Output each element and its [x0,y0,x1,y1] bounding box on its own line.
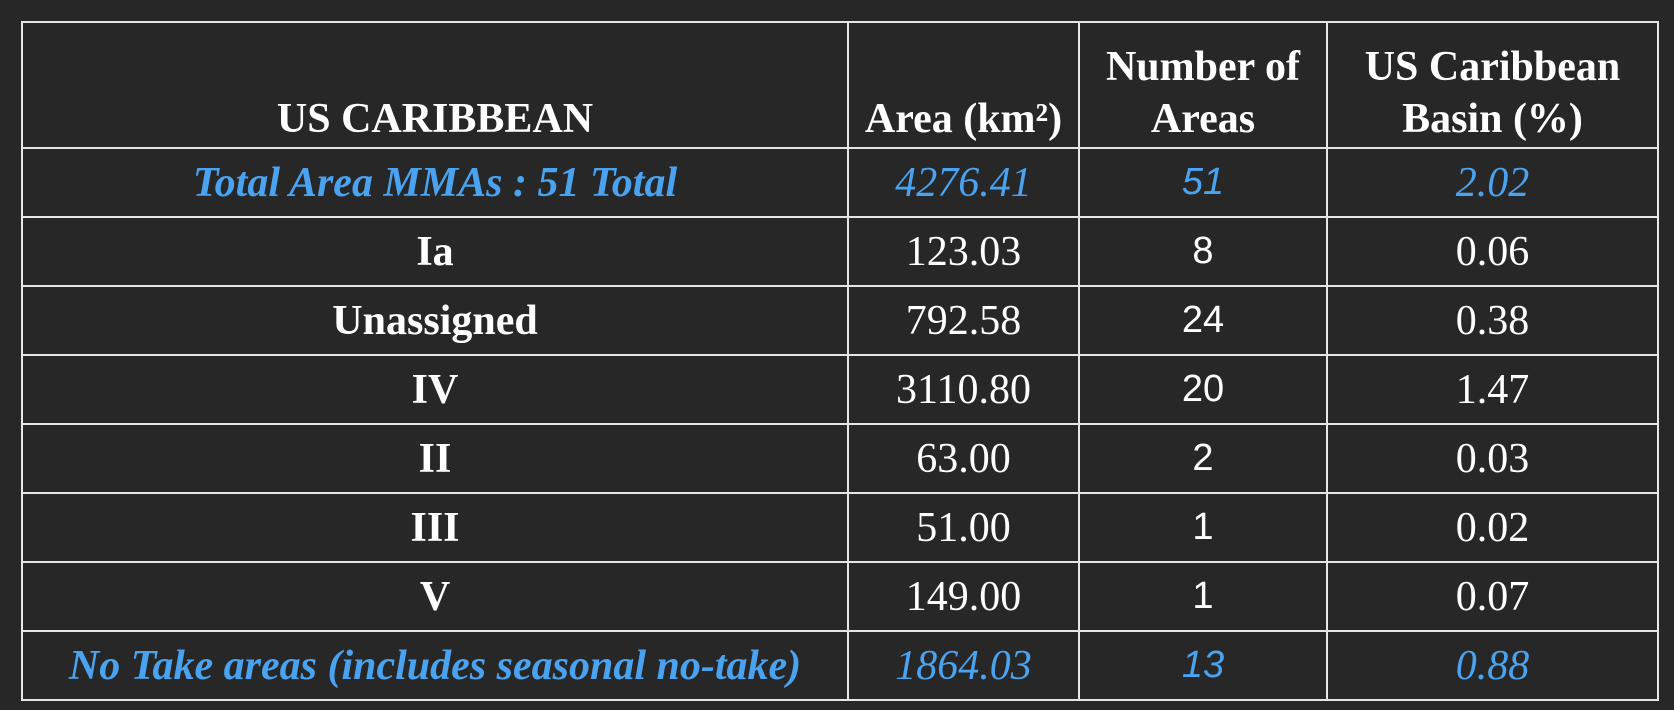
cell: 20 [1078,354,1328,425]
cell: 0.07 [1326,561,1659,632]
cell: 4276.41 [847,147,1080,218]
row-label: III [21,492,849,563]
cell: 51.00 [847,492,1080,563]
cell: 0.02 [1326,492,1659,563]
table-row: V 149.00 1 0.07 [21,561,1659,632]
cell: 2.02 [1326,147,1659,218]
row-label: Total Area MMAs : 51 Total [21,147,849,218]
row-label: V [21,561,849,632]
table-row: IV 3110.80 20 1.47 [21,354,1659,425]
cell: 123.03 [847,216,1080,287]
cell: 1 [1078,492,1328,563]
cell: 1864.03 [847,630,1080,701]
table-row: Unassigned 792.58 24 0.38 [21,285,1659,356]
cell: 0.03 [1326,423,1659,494]
cell: 0.88 [1326,630,1659,701]
table-row: Ia 123.03 8 0.06 [21,216,1659,287]
header-row: US CARIBBEAN Area (km²) Number of Areas US … [21,21,1659,149]
cell: 1 [1078,561,1328,632]
cell: 1.47 [1326,354,1659,425]
cell: 792.58 [847,285,1080,356]
column-header: US Caribbean Basin (%) [1326,21,1659,149]
data-table: US CARIBBEAN Area (km²) Number of Areas US … [21,21,1659,701]
table-row: No Take areas (includes seasonal no-take… [21,630,1659,701]
table-row: III 51.00 1 0.02 [21,492,1659,563]
row-label: II [21,423,849,494]
column-header: Number of Areas [1078,21,1328,149]
cell: 149.00 [847,561,1080,632]
cell: 13 [1078,630,1328,701]
column-header: US CARIBBEAN [21,21,849,149]
cell: 63.00 [847,423,1080,494]
table-row: Total Area MMAs : 51 Total 4276.41 51 2.02 [21,147,1659,218]
row-label: Unassigned [21,285,849,356]
cell: 24 [1078,285,1328,356]
table-row: II 63.00 2 0.03 [21,423,1659,494]
cell: 2 [1078,423,1328,494]
cell: 0.38 [1326,285,1659,356]
cell: 0.06 [1326,216,1659,287]
cell: 8 [1078,216,1328,287]
row-label: No Take areas (includes seasonal no-take… [21,630,849,701]
table-body: Total Area MMAs : 51 Total 4276.41 51 2.02 I… [21,147,1659,701]
cell: 3110.80 [847,354,1080,425]
row-label: Ia [21,216,849,287]
column-header: Area (km²) [847,21,1080,149]
table-container: US CARIBBEAN Area (km²) Number of Areas US … [21,21,1659,701]
row-label: IV [21,354,849,425]
cell: 51 [1078,147,1328,218]
